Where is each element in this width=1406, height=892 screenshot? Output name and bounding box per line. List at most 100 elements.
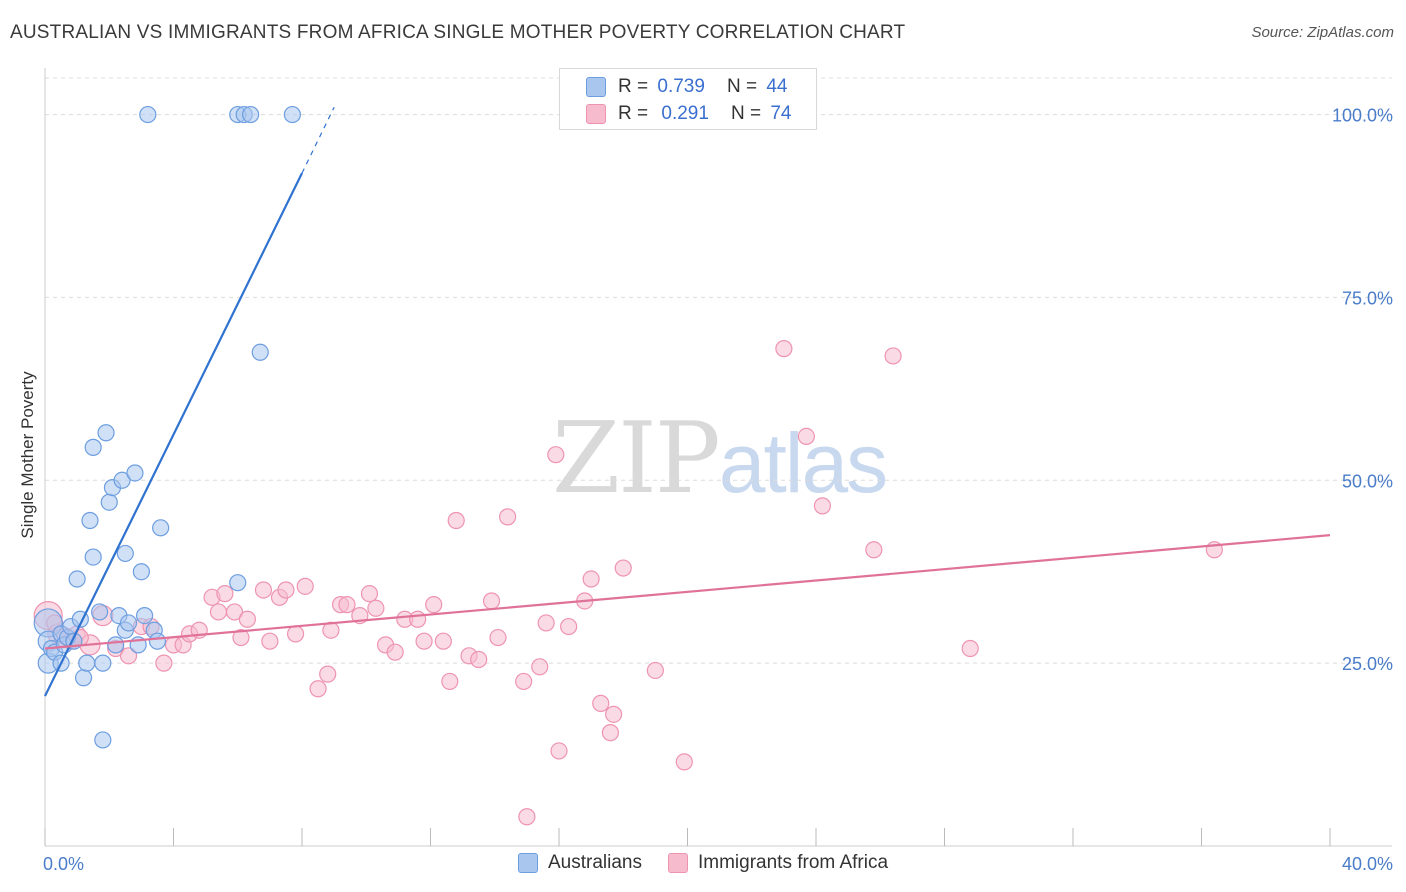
r-label: R =: [618, 76, 649, 97]
n-value-australians: 44: [766, 76, 788, 97]
data-point: [550, 742, 568, 760]
y-tick-label: 25.0%: [1342, 654, 1393, 674]
data-point: [675, 753, 693, 771]
data-point: [238, 610, 256, 628]
r-value-australians: 0.739: [657, 76, 705, 97]
x-tick-label-max: 40.0%: [1342, 854, 1393, 874]
stats-row-africa: R = 0.291 N = 74: [586, 103, 791, 125]
data-point: [386, 643, 404, 661]
legend-label-africa: Immigrants from Africa: [698, 852, 889, 873]
trend-lines: [44, 106, 1331, 697]
data-point: [81, 511, 99, 530]
data-point: [261, 632, 279, 650]
data-point: [415, 632, 433, 650]
watermark-zip: ZIP: [552, 402, 721, 516]
data-point: [119, 647, 138, 665]
data-point: [277, 581, 295, 599]
data-point: [100, 493, 118, 511]
y-tick-label: 75.0%: [1342, 288, 1393, 308]
x-tick-label-min: 0.0%: [43, 854, 84, 874]
data-point: [531, 658, 549, 676]
y-tick-label: 100.0%: [1332, 106, 1393, 126]
data-point: [515, 672, 533, 691]
data-point: [229, 574, 247, 592]
data-point: [884, 347, 902, 365]
trend-line-australians: [44, 172, 303, 697]
data-point: [283, 105, 301, 124]
data-point: [78, 654, 96, 672]
trend-line-australians-extension: [301, 106, 335, 174]
data-point: [518, 808, 536, 826]
data-point: [132, 563, 150, 581]
data-point: [409, 610, 427, 628]
data-point: [84, 548, 102, 566]
data-point: [68, 570, 86, 588]
data-point: [338, 596, 356, 614]
data-point: [148, 632, 167, 650]
data-point: [961, 639, 979, 658]
data-point: [254, 581, 273, 599]
data-point: [614, 559, 632, 577]
data-point: [319, 665, 337, 683]
data-point: [107, 636, 125, 654]
data-point: [97, 424, 115, 442]
r-value-africa: 0.291: [661, 103, 709, 124]
australians-legend-swatch: [518, 853, 538, 873]
data-point: [537, 614, 555, 632]
data-point: [797, 427, 815, 445]
source-label: Source: ZipAtlas.com: [1251, 24, 1394, 41]
data-point: [560, 617, 578, 636]
data-point: [813, 497, 832, 515]
australians-swatch: [586, 77, 606, 97]
y-tick-label: 50.0%: [1342, 471, 1393, 491]
africa-swatch: [586, 104, 606, 124]
data-point: [441, 672, 459, 691]
africa-legend-swatch: [668, 853, 688, 873]
data-point: [489, 628, 507, 647]
data-point: [74, 669, 93, 687]
data-point: [94, 654, 112, 672]
data-point: [434, 632, 452, 650]
tick-labels: 25.0% 50.0% 75.0% 100.0% 0.0% 40.0%: [43, 106, 1393, 874]
data-point: [225, 603, 244, 621]
data-point: [116, 544, 134, 563]
data-point: [84, 438, 102, 456]
data-point: [447, 511, 465, 530]
axes: [44, 68, 1392, 847]
data-point: [155, 654, 173, 672]
watermark: ZIPatlas: [552, 402, 888, 516]
data-point: [865, 541, 883, 559]
legend-item-australians[interactable]: Australians: [518, 852, 642, 874]
data-point: [482, 592, 501, 610]
data-point: [91, 603, 109, 621]
data-point: [251, 343, 269, 361]
grid-lines: [45, 77, 1392, 664]
data-point: [425, 596, 443, 614]
data-point: [470, 650, 488, 669]
bottom-legend: Australians Immigrants from Africa: [518, 852, 914, 874]
data-point: [94, 731, 112, 749]
data-point: [499, 508, 517, 526]
data-point: [367, 599, 385, 617]
data-point: [547, 446, 565, 464]
data-point: [582, 570, 600, 588]
data-point: [209, 603, 228, 621]
stats-row-australians: R = 0.739 N = 44: [586, 76, 787, 98]
n-label: N =: [730, 103, 762, 124]
data-point: [216, 585, 234, 603]
n-label: N =: [726, 76, 758, 97]
data-point: [605, 705, 623, 723]
data-point: [135, 606, 154, 625]
data-point: [232, 628, 250, 647]
data-point: [286, 625, 305, 643]
data-point: [296, 577, 314, 595]
trend-line-africa: [44, 534, 1331, 650]
series-australians-points: [33, 105, 301, 749]
data-point: [646, 661, 664, 680]
series-africa-points: [33, 340, 1223, 826]
legend-item-africa[interactable]: Immigrants from Africa: [668, 852, 888, 874]
data-point: [360, 585, 379, 603]
data-point: [152, 519, 170, 537]
data-point: [309, 680, 327, 698]
